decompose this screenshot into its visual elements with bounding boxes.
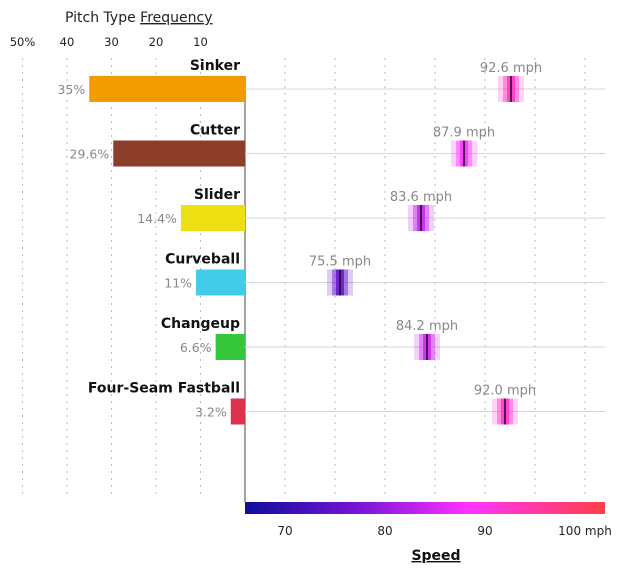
frequency-axis-ticks: 50% 40 30 20 10 bbox=[10, 35, 208, 49]
speed-marker bbox=[414, 334, 440, 360]
frequency-bar bbox=[230, 398, 245, 425]
speed-marker bbox=[327, 269, 353, 296]
speed-value-label: 84.2 mph bbox=[396, 319, 458, 334]
pitch-row: Changeup 6.6% 84.2 mph bbox=[161, 316, 605, 360]
chart-title: Pitch Type Frequency bbox=[65, 10, 212, 26]
frequency-bar bbox=[180, 205, 245, 231]
speed-tick-label: 90 bbox=[477, 524, 492, 538]
speed-value-label: 75.5 mph bbox=[309, 255, 371, 270]
speed-tick-label: 70 bbox=[277, 524, 292, 538]
speed-axis-ticks: 70 80 90 100 mph bbox=[277, 524, 611, 538]
speed-value-label: 92.6 mph bbox=[480, 61, 542, 76]
frequency-value-label: 14.4% bbox=[137, 211, 177, 226]
pitch-rows: Sinker 35% 92.6 mph Cutter 29.6% 87.9 mph Slid… bbox=[57, 58, 605, 425]
frequency-bar bbox=[215, 334, 245, 360]
speed-marker bbox=[451, 140, 477, 167]
speed-marker bbox=[408, 205, 434, 231]
speed-tick-label: 80 bbox=[377, 524, 392, 538]
speed-value-label: 87.9 mph bbox=[433, 126, 495, 141]
speed-marker bbox=[492, 398, 518, 425]
frequency-value-label: 11% bbox=[164, 276, 192, 291]
pitch-name-label: Cutter bbox=[190, 123, 240, 139]
speed-gridlines bbox=[284, 58, 586, 495]
frequency-value-label: 3.2% bbox=[195, 405, 227, 420]
frequency-tick-label: 20 bbox=[149, 35, 164, 49]
speed-value-label: 83.6 mph bbox=[390, 190, 452, 205]
pitch-row: Curveball 11% 75.5 mph bbox=[164, 252, 605, 296]
frequency-value-label: 29.6% bbox=[70, 147, 110, 162]
pitch-name-label: Four-Seam Fastball bbox=[88, 381, 240, 397]
frequency-value-label: 6.6% bbox=[180, 340, 212, 355]
chart-title-text: Pitch Type bbox=[65, 10, 136, 26]
frequency-bar bbox=[89, 76, 245, 102]
frequency-tick-label: 30 bbox=[104, 35, 119, 49]
pitch-name-label: Changeup bbox=[161, 316, 240, 332]
frequency-tick-label: 40 bbox=[60, 35, 75, 49]
frequency-tick-label: 10 bbox=[193, 35, 208, 49]
pitch-row: Sinker 35% 92.6 mph bbox=[57, 58, 605, 102]
frequency-bar bbox=[113, 140, 245, 167]
speed-value-label: 92.0 mph bbox=[474, 384, 536, 399]
speed-tick-label: 100 mph bbox=[558, 524, 612, 538]
frequency-value-label: 35% bbox=[57, 82, 85, 97]
chart-title-frequency: Frequency bbox=[140, 10, 212, 26]
pitch-name-label: Sinker bbox=[190, 58, 240, 74]
pitch-name-label: Slider bbox=[194, 187, 240, 203]
frequency-tick-label: 50% bbox=[10, 35, 36, 49]
pitch-name-label: Curveball bbox=[165, 252, 240, 268]
speed-colorscale-bar bbox=[245, 502, 605, 514]
pitch-row: Slider 14.4% 83.6 mph bbox=[137, 187, 605, 231]
speed-axis-label: Speed bbox=[411, 548, 460, 564]
frequency-bar bbox=[196, 269, 245, 296]
pitch-row: Cutter 29.6% 87.9 mph bbox=[70, 123, 605, 167]
pitch-row: Four-Seam Fastball 3.2% 92.0 mph bbox=[88, 381, 605, 425]
speed-marker bbox=[498, 76, 524, 102]
